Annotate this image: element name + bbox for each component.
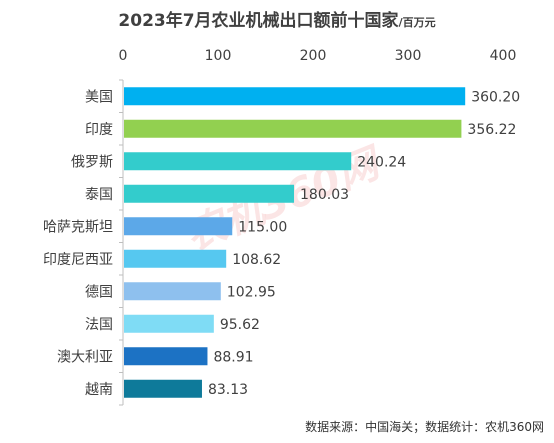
bar — [124, 152, 352, 171]
data-label: 240.24 — [357, 154, 406, 170]
bar — [124, 119, 462, 138]
category-label: 泰国 — [85, 187, 113, 203]
bar — [124, 347, 208, 366]
data-label: 88.91 — [213, 349, 253, 365]
bar — [124, 379, 202, 398]
data-label: 95.62 — [220, 317, 260, 333]
bar — [124, 282, 221, 301]
x-tick-label: 200 — [300, 48, 327, 64]
x-tick-label: 100 — [205, 48, 232, 64]
chart-unit: /百万元 — [398, 16, 436, 29]
data-label: 83.13 — [208, 382, 248, 398]
category-label: 德国 — [85, 284, 113, 300]
category-label: 印度尼西亚 — [43, 252, 113, 268]
data-label: 115.00 — [238, 219, 287, 235]
category-label: 印度 — [85, 122, 113, 138]
x-tick-label: 400 — [490, 48, 517, 64]
category-label: 哈萨克斯坦 — [43, 219, 113, 235]
bar — [124, 184, 295, 203]
data-label: 360.20 — [471, 89, 520, 105]
data-label: 356.22 — [467, 122, 516, 138]
bar — [124, 314, 214, 333]
category-label: 俄罗斯 — [71, 154, 113, 170]
data-source-note: 数据来源：中国海关；数据统计：农机360网 — [305, 420, 544, 434]
bar — [124, 217, 233, 236]
bar — [124, 249, 227, 268]
category-label: 澳大利亚 — [57, 349, 113, 365]
chart-title-text: 2023年7月农业机械出口额前十国家 — [118, 11, 399, 31]
category-label: 法国 — [85, 317, 113, 333]
data-label: 180.03 — [300, 187, 349, 203]
chart-title: 2023年7月农业机械出口额前十国家/百万元 — [0, 6, 554, 31]
data-label: 108.62 — [232, 252, 281, 268]
x-tick-label: 300 — [395, 48, 422, 64]
category-label: 越南 — [85, 382, 113, 398]
data-label: 102.95 — [227, 284, 276, 300]
category-label: 美国 — [85, 89, 113, 105]
bar — [124, 87, 466, 106]
x-tick-label: 0 — [119, 48, 128, 64]
